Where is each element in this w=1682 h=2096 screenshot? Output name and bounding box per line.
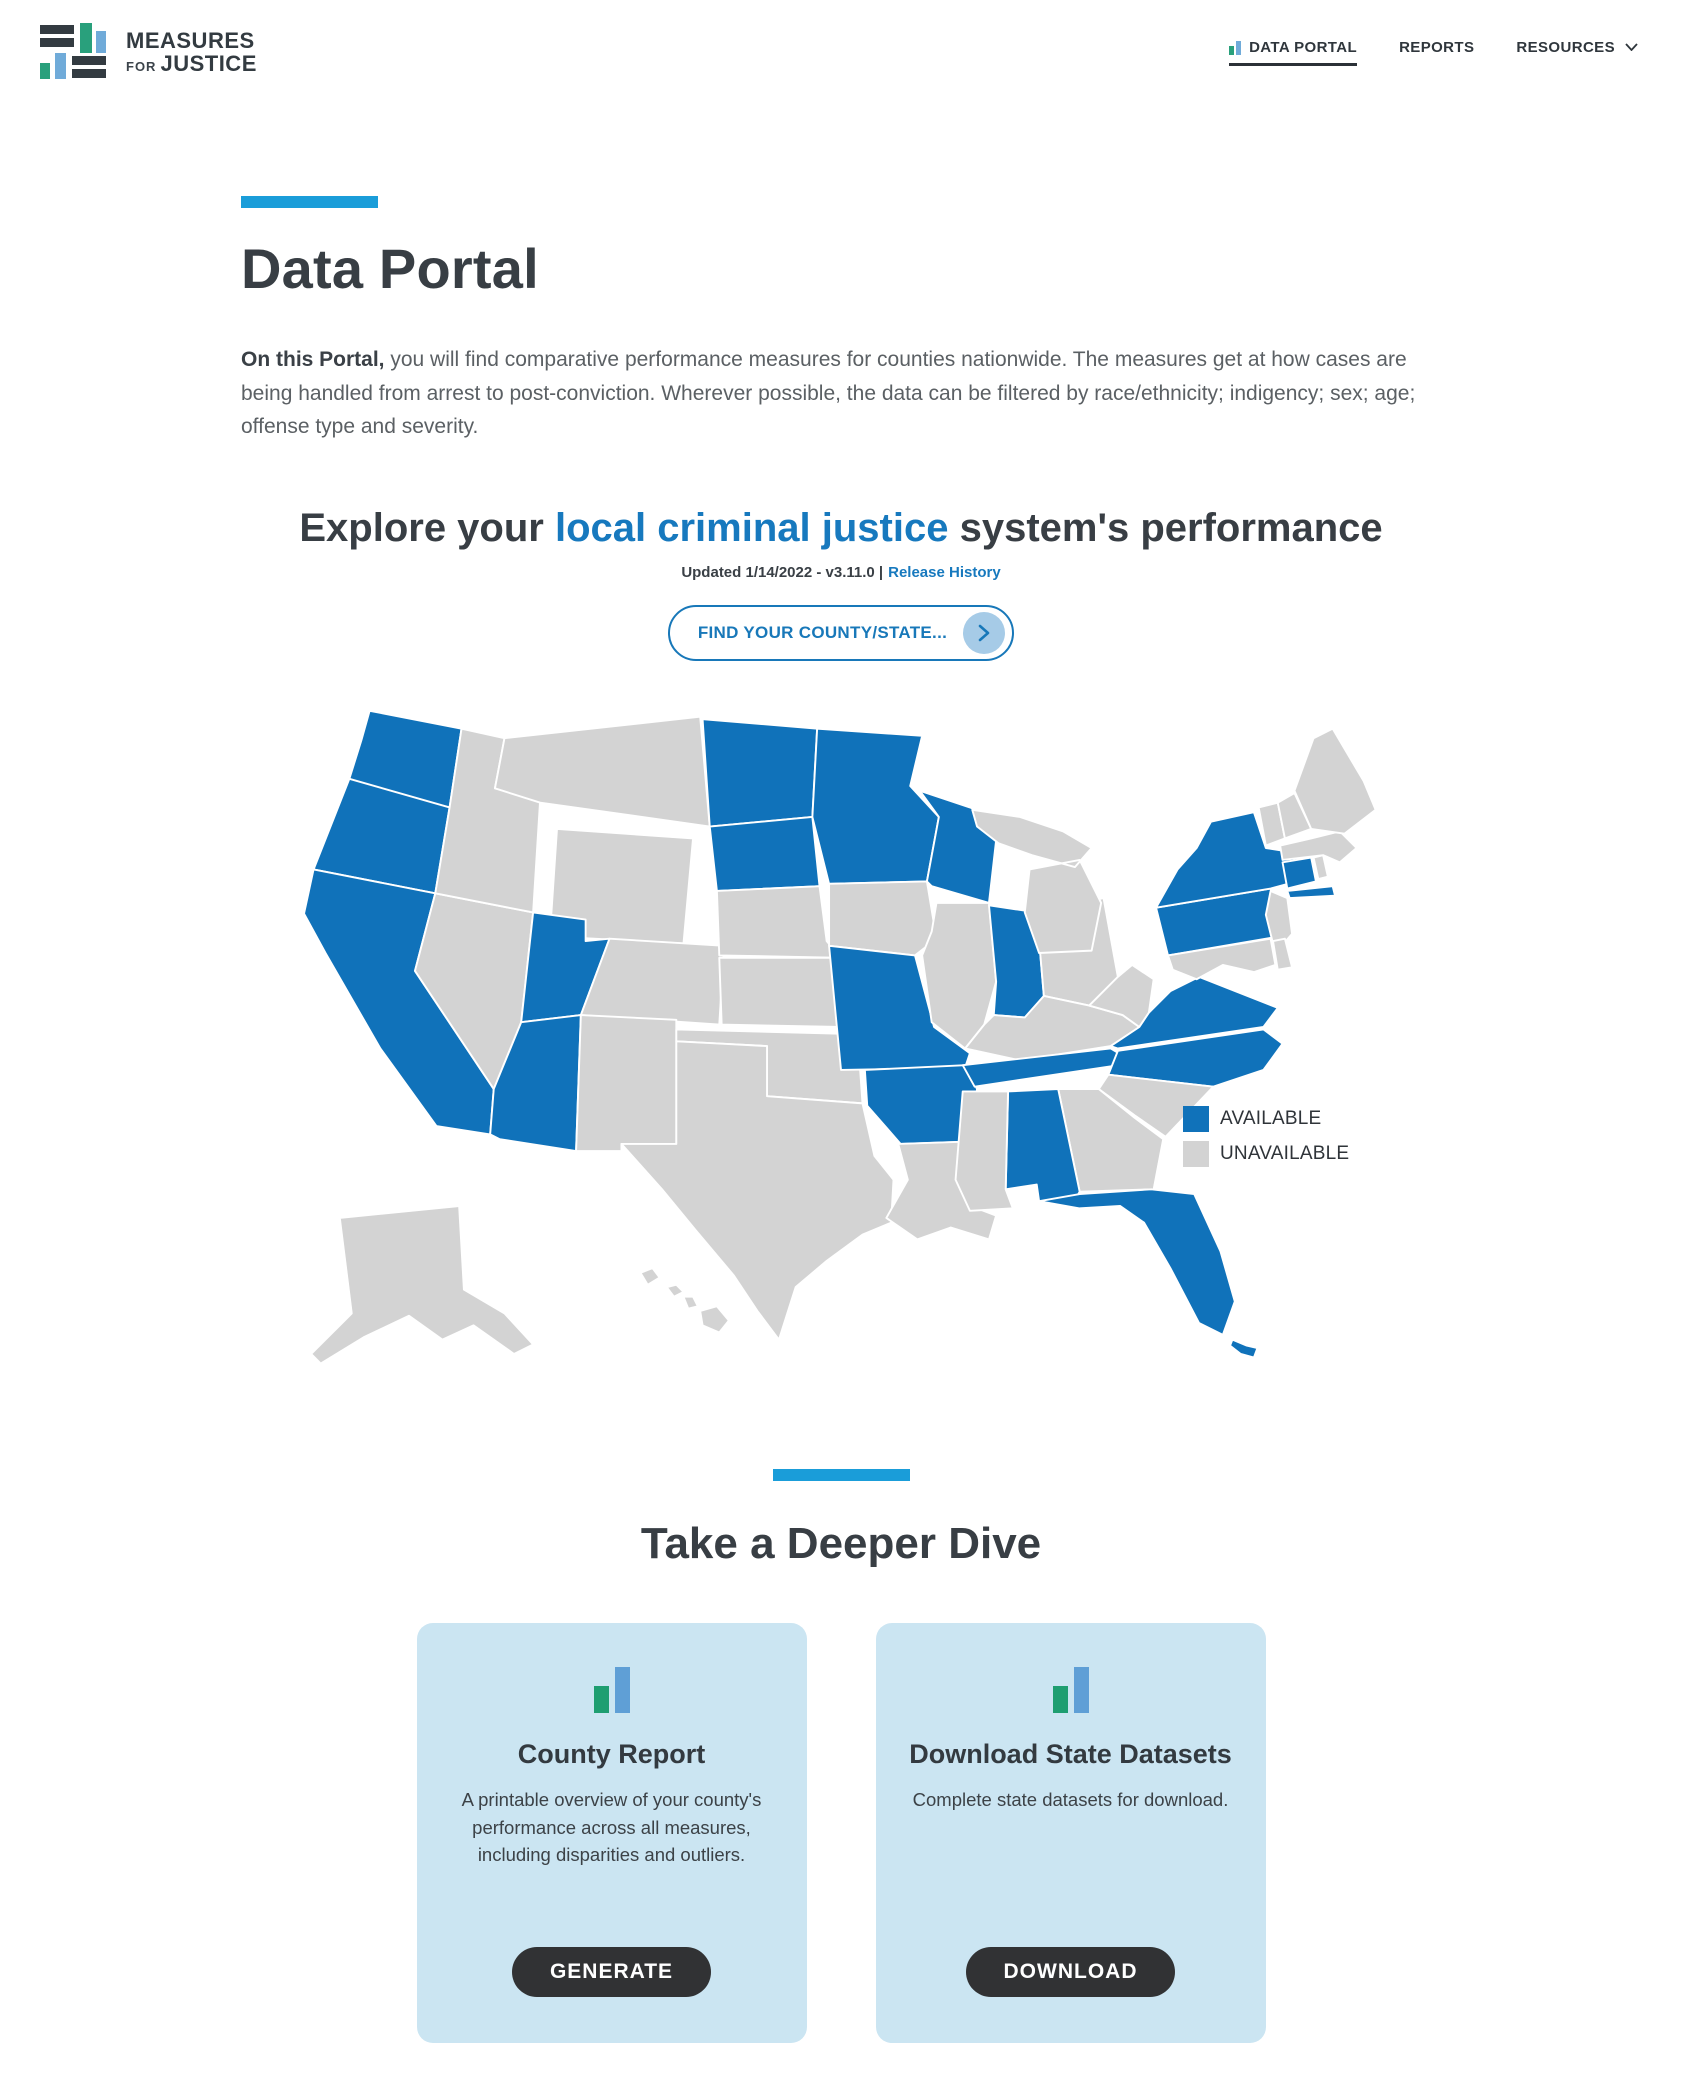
map-legend: AVAILABLE UNAVAILABLE [1183, 1105, 1350, 1167]
nav-item-data-portal[interactable]: DATA PORTAL [1229, 38, 1358, 66]
logo-text: MEASURES FOR JUSTICE [126, 29, 257, 75]
find-button-label: FIND YOUR COUNTY/STATE... [697, 622, 948, 642]
download-button[interactable]: DOWNLOAD [965, 1946, 1176, 1997]
state-ma[interactable] [1279, 830, 1358, 864]
unavailable-swatch [1183, 1140, 1209, 1167]
state-mi[interactable] [971, 808, 1103, 954]
state-mt[interactable] [493, 715, 711, 828]
explore-heading-highlight: local criminal justice [554, 505, 949, 550]
state-nm[interactable] [575, 1013, 678, 1152]
card-title: County Report [517, 1738, 706, 1769]
logo-line1: MEASURES [126, 27, 255, 53]
state-de[interactable] [1272, 937, 1294, 971]
accent-bar [241, 196, 378, 208]
legend-label: UNAVAILABLE [1220, 1142, 1350, 1164]
card-title: Download State Datasets [909, 1738, 1232, 1769]
logo-line2: FOR JUSTICE [126, 51, 257, 76]
state-ms[interactable] [954, 1090, 1014, 1212]
legend-row-available: AVAILABLE [1183, 1105, 1349, 1132]
logo-mark-icon [40, 23, 110, 81]
state-me[interactable] [1293, 727, 1377, 835]
state-md[interactable] [1167, 937, 1277, 981]
updated-text: Updated 1/14/2022 - v3.11.0 | [681, 563, 884, 581]
state-ia[interactable] [828, 880, 938, 957]
logo[interactable]: MEASURES FOR JUSTICE [40, 23, 257, 81]
generate-button[interactable]: GENERATE [511, 1946, 712, 1997]
deeper-dive-heading: Take a Deeper Dive [640, 1518, 1042, 1568]
state-ne[interactable] [715, 885, 842, 959]
state-ct[interactable] [1281, 856, 1317, 890]
intro-rest: you will find comparative performance me… [241, 348, 1416, 439]
chevron-right-icon [963, 611, 1006, 654]
chevron-down-icon [1625, 43, 1638, 51]
state-fl[interactable] [1038, 1188, 1259, 1359]
find-county-state-button[interactable]: FIND YOUR COUNTY/STATE... [667, 604, 1015, 661]
site-header: MEASURES FOR JUSTICE DATA PORTAL REPORTS … [0, 0, 1682, 104]
state-ak[interactable] [310, 1204, 535, 1365]
state-mn[interactable] [811, 727, 940, 885]
section-divider [772, 1468, 910, 1481]
state-va[interactable] [1109, 975, 1279, 1050]
nav-label: DATA PORTAL [1249, 38, 1358, 56]
state-hi[interactable] [639, 1266, 730, 1334]
state-ks[interactable] [718, 956, 842, 1028]
us-availability-map: AVAILABLE UNAVAILABLE [241, 669, 1441, 1385]
state-mo[interactable] [828, 944, 971, 1071]
main-nav: DATA PORTAL REPORTS RESOURCES [1229, 39, 1638, 66]
bar-chart-icon [593, 1665, 630, 1713]
card-body: Complete state datasets for download. [912, 1788, 1229, 1810]
deeper-dive-cards: County Report A printable overview of yo… [241, 1622, 1441, 2043]
explore-heading: Explore your local criminal justice syst… [299, 505, 1383, 550]
intro-paragraph: On this Portal, you will find comparativ… [241, 343, 1441, 444]
state-wv[interactable] [1088, 963, 1155, 1028]
county-report-card: County Report A printable overview of yo… [416, 1622, 807, 2043]
state-sd[interactable] [708, 815, 821, 892]
state-nd[interactable] [701, 717, 819, 828]
page-title: Data Portal [241, 237, 539, 300]
nav-label: RESOURCES [1516, 38, 1615, 56]
intro-bold: On this Portal, [241, 348, 385, 371]
state-sc[interactable] [1097, 1073, 1215, 1138]
state-co[interactable] [579, 937, 726, 1026]
release-history-link[interactable]: Release History [888, 563, 1001, 581]
available-swatch [1183, 1105, 1209, 1132]
bar-chart-icon [1052, 1665, 1089, 1713]
bar-chart-icon [1229, 40, 1242, 55]
card-body: A printable overview of your county's pe… [461, 1788, 762, 1866]
legend-label: AVAILABLE [1220, 1107, 1322, 1129]
nav-label: REPORTS [1399, 38, 1475, 56]
updated-line: Updated 1/14/2022 - v3.11.0 | Release His… [241, 564, 1441, 581]
legend-row-unavailable: UNAVAILABLE [1183, 1140, 1350, 1167]
state-tx[interactable] [620, 1040, 895, 1341]
nav-item-resources[interactable]: RESOURCES [1516, 39, 1638, 66]
nav-item-reports[interactable]: REPORTS [1399, 39, 1474, 66]
download-datasets-card: Download State Datasets Complete state d… [875, 1622, 1266, 2043]
